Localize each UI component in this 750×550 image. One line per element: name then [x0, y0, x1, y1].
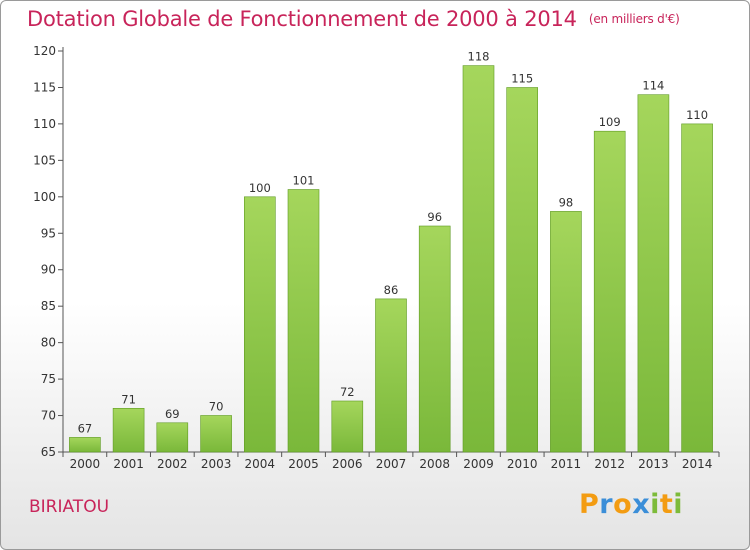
- bar-value-label: 67: [78, 421, 93, 435]
- bar: [550, 211, 582, 453]
- bar-value-label: 115: [511, 72, 533, 86]
- y-tick-label: 105: [33, 153, 56, 167]
- logo-letter: o: [613, 489, 633, 520]
- bar-value-label: 71: [121, 392, 136, 406]
- y-tick-label: 95: [41, 226, 56, 240]
- bar: [593, 130, 626, 453]
- bar-value-label: 114: [642, 79, 664, 93]
- x-tick-label: 2014: [682, 457, 713, 471]
- x-tick-label: 2004: [245, 457, 276, 471]
- proxiti-logo[interactable]: Proxiti: [579, 489, 683, 520]
- x-tick-label: 2010: [507, 457, 538, 471]
- bar: [69, 437, 101, 453]
- bar: [637, 94, 670, 453]
- bar-value-label: 101: [293, 174, 315, 188]
- x-tick-label: 2002: [157, 457, 188, 471]
- commune-name: BIRIATOU: [29, 497, 110, 517]
- y-tick-label: 75: [41, 372, 56, 386]
- bar-value-label: 96: [427, 210, 442, 224]
- bar: [200, 415, 232, 453]
- chart-title-text: Dotation Globale de Fonctionnement de 20…: [27, 7, 577, 31]
- bar: [462, 65, 495, 453]
- x-tick-label: 2009: [463, 457, 494, 471]
- x-tick-label: 2011: [551, 457, 582, 471]
- chart-axes: 65 70 75 80 85 90 95 100 105 110 115 120: [33, 44, 720, 459]
- y-tick-label: 120: [33, 44, 56, 58]
- chart-bars: [69, 65, 713, 453]
- bar-value-label: 86: [384, 283, 399, 297]
- bar-value-label: 109: [599, 115, 621, 129]
- y-tick-label: 110: [33, 117, 56, 131]
- x-tick-label: 2000: [70, 457, 101, 471]
- bar-value-label: 98: [559, 195, 574, 209]
- logo-letter: P: [579, 489, 600, 520]
- logo-letter: t: [659, 489, 674, 520]
- x-tick-label: 2005: [288, 457, 319, 471]
- logo-letter: i: [650, 489, 660, 520]
- bar-value-label: 72: [340, 385, 355, 399]
- bar-value-label: 70: [209, 400, 224, 414]
- y-tick-label: 100: [33, 190, 56, 204]
- logo-letter: r: [599, 489, 614, 520]
- bar: [375, 298, 407, 453]
- bar: [681, 123, 713, 453]
- bar-value-label: 100: [249, 181, 271, 195]
- x-tick-label: 2006: [332, 457, 363, 471]
- bar: [331, 400, 364, 453]
- x-tick-label: 2012: [594, 457, 625, 471]
- y-tick-label: 65: [41, 445, 56, 459]
- x-tick-label: 2001: [113, 457, 144, 471]
- y-tick-label: 90: [41, 263, 56, 277]
- x-tick-label: 2013: [638, 457, 669, 471]
- y-tick-label: 70: [41, 409, 56, 423]
- y-tick-label: 115: [33, 80, 56, 94]
- bar-value-label: 69: [165, 407, 180, 421]
- y-tick-label: 85: [41, 299, 56, 313]
- bar-value-label: 118: [468, 50, 490, 64]
- bar: [506, 87, 539, 453]
- bar-value-label: 110: [686, 108, 708, 122]
- logo-letter: i: [673, 489, 684, 520]
- x-tick-label: 2007: [376, 457, 407, 471]
- chart-unit: (en milliers d'€): [588, 12, 680, 26]
- bar: [287, 189, 320, 453]
- bar: [244, 196, 276, 453]
- x-tick-label: 2008: [419, 457, 450, 471]
- logo-letter: x: [632, 489, 651, 520]
- chart-title: Dotation Globale de Fonctionnement de 20…: [27, 7, 680, 31]
- y-tick-label: 80: [41, 336, 56, 350]
- bar: [156, 422, 189, 453]
- bar: [418, 225, 451, 453]
- bar: [112, 407, 145, 453]
- x-tick-label: 2003: [201, 457, 232, 471]
- chart-labels: 67 2000 71 2001 69 2002 70 2003 100 2004 101 2005 72…: [70, 50, 713, 471]
